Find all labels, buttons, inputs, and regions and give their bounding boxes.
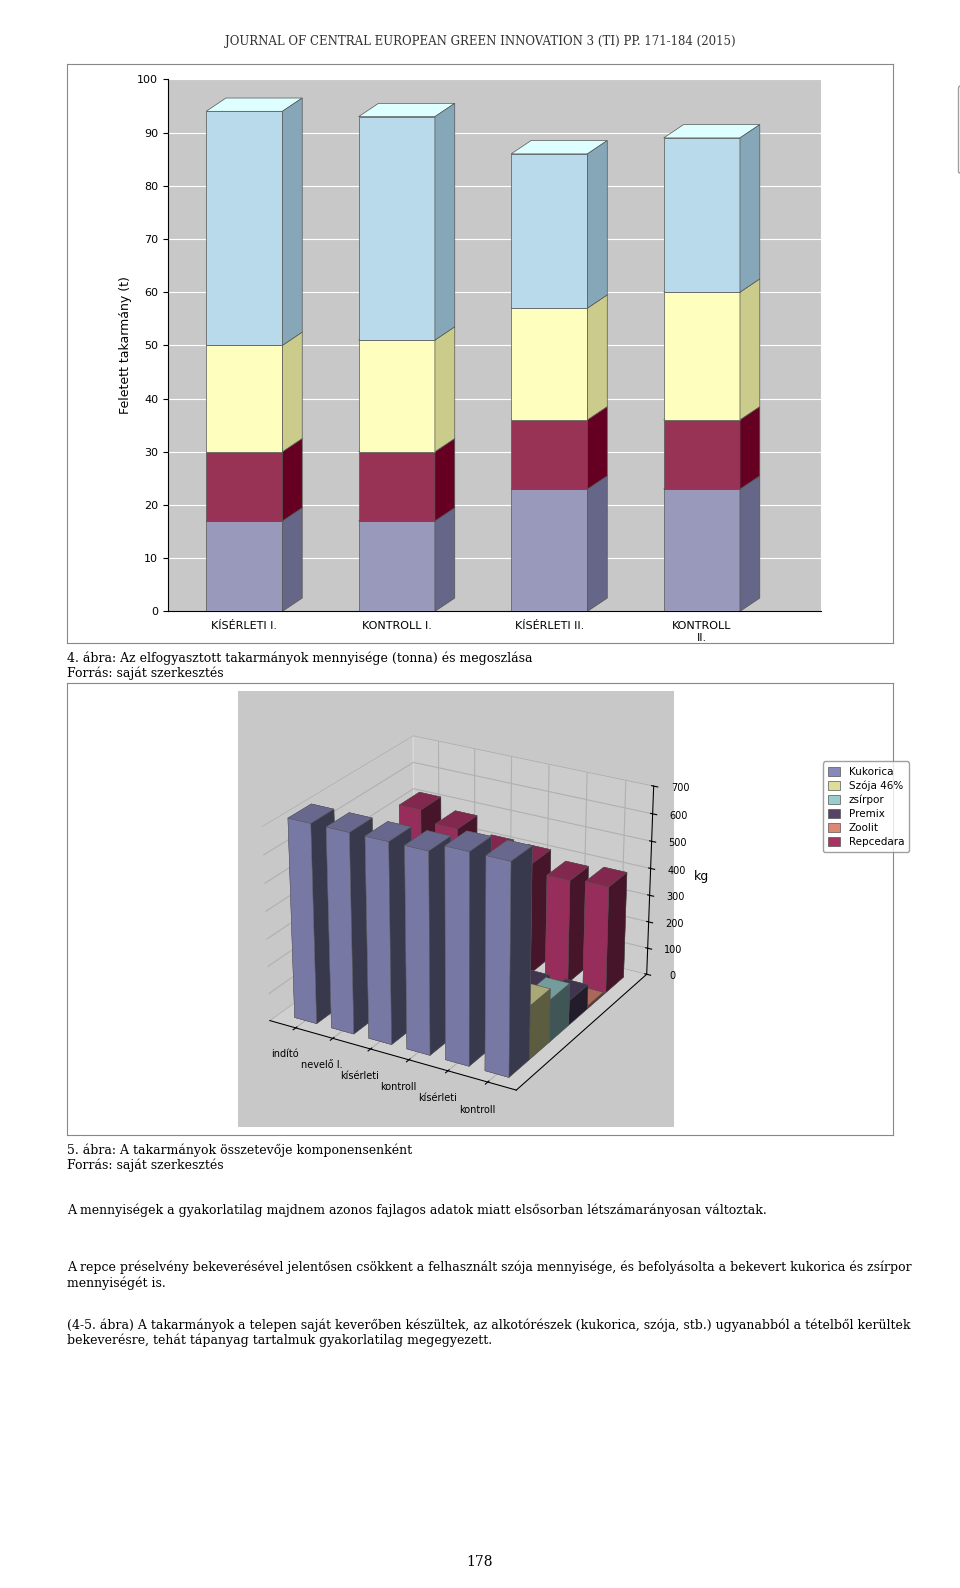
- Polygon shape: [588, 476, 608, 611]
- Polygon shape: [511, 476, 608, 489]
- Polygon shape: [435, 327, 455, 453]
- Bar: [206, 521, 282, 611]
- Text: 178: 178: [467, 1555, 493, 1569]
- Polygon shape: [588, 407, 608, 489]
- Bar: [663, 292, 740, 419]
- Text: 5. ábra: A takarmányok összetevője komponensenként
Forrás: saját szerkesztés: 5. ábra: A takarmányok összetevője kompo…: [67, 1143, 413, 1172]
- Polygon shape: [435, 508, 455, 611]
- Polygon shape: [359, 327, 455, 340]
- Polygon shape: [282, 98, 302, 346]
- Text: 4. ábra: Az elfogyasztott takarmányok mennyisége (tonna) és megoszlása
Forrás: s: 4. ábra: Az elfogyasztott takarmányok me…: [67, 651, 533, 680]
- Bar: [663, 489, 740, 611]
- Bar: [359, 453, 435, 521]
- Polygon shape: [282, 438, 302, 521]
- Polygon shape: [663, 407, 759, 419]
- Polygon shape: [588, 295, 608, 419]
- Legend: Befejező t, Nevelő II. t, Nevelő I. t, Indítótáp t: Befejező t, Nevelő II. t, Nevelő I. t, I…: [958, 86, 960, 173]
- Polygon shape: [740, 476, 759, 611]
- Polygon shape: [359, 508, 455, 521]
- Polygon shape: [435, 438, 455, 521]
- Text: A mennyiségek a gyakorlatilag majdnem azonos fajlagos adatok miatt elsősorban lé: A mennyiségek a gyakorlatilag majdnem az…: [67, 1204, 767, 1218]
- Polygon shape: [740, 279, 759, 419]
- Bar: [359, 340, 435, 453]
- Polygon shape: [206, 508, 302, 521]
- Polygon shape: [511, 141, 608, 154]
- Bar: [206, 111, 282, 346]
- Text: A repce préselvény bekeverésével jelentősen csökkent a felhasznált szója mennyis: A repce préselvény bekeverésével jelentő…: [67, 1261, 912, 1289]
- Bar: [511, 308, 588, 419]
- Polygon shape: [663, 476, 759, 489]
- Polygon shape: [511, 407, 608, 419]
- Bar: [359, 521, 435, 611]
- Y-axis label: Feletett takarmány (t): Feletett takarmány (t): [119, 276, 132, 414]
- Bar: [359, 116, 435, 340]
- Text: JOURNAL OF CENTRAL EUROPEAN GREEN INNOVATION 3 (TI) PP. 171-184 (2015): JOURNAL OF CENTRAL EUROPEAN GREEN INNOVA…: [225, 35, 735, 48]
- Polygon shape: [282, 508, 302, 611]
- Bar: [511, 154, 588, 308]
- Polygon shape: [740, 124, 759, 292]
- Bar: [206, 453, 282, 521]
- Polygon shape: [740, 407, 759, 489]
- Bar: [663, 138, 740, 292]
- Bar: [511, 419, 588, 489]
- Polygon shape: [435, 103, 455, 340]
- Polygon shape: [663, 279, 759, 292]
- Bar: [511, 489, 588, 611]
- Bar: [206, 346, 282, 453]
- Polygon shape: [588, 141, 608, 308]
- Bar: [663, 419, 740, 489]
- Polygon shape: [663, 124, 759, 138]
- Polygon shape: [359, 103, 455, 116]
- Polygon shape: [206, 332, 302, 346]
- Text: (4-5. ábra) A takarmányok a telepen saját keverőben készültek, az alkotórészek (: (4-5. ábra) A takarmányok a telepen sajá…: [67, 1318, 911, 1347]
- Polygon shape: [282, 332, 302, 453]
- Polygon shape: [206, 98, 302, 111]
- Polygon shape: [206, 438, 302, 453]
- Legend: Kukorica, Szója 46%, zsírpor, Premix, Zoolit, Repcedara: Kukorica, Szója 46%, zsírpor, Premix, Zo…: [823, 762, 909, 853]
- Polygon shape: [511, 295, 608, 308]
- Polygon shape: [359, 438, 455, 453]
